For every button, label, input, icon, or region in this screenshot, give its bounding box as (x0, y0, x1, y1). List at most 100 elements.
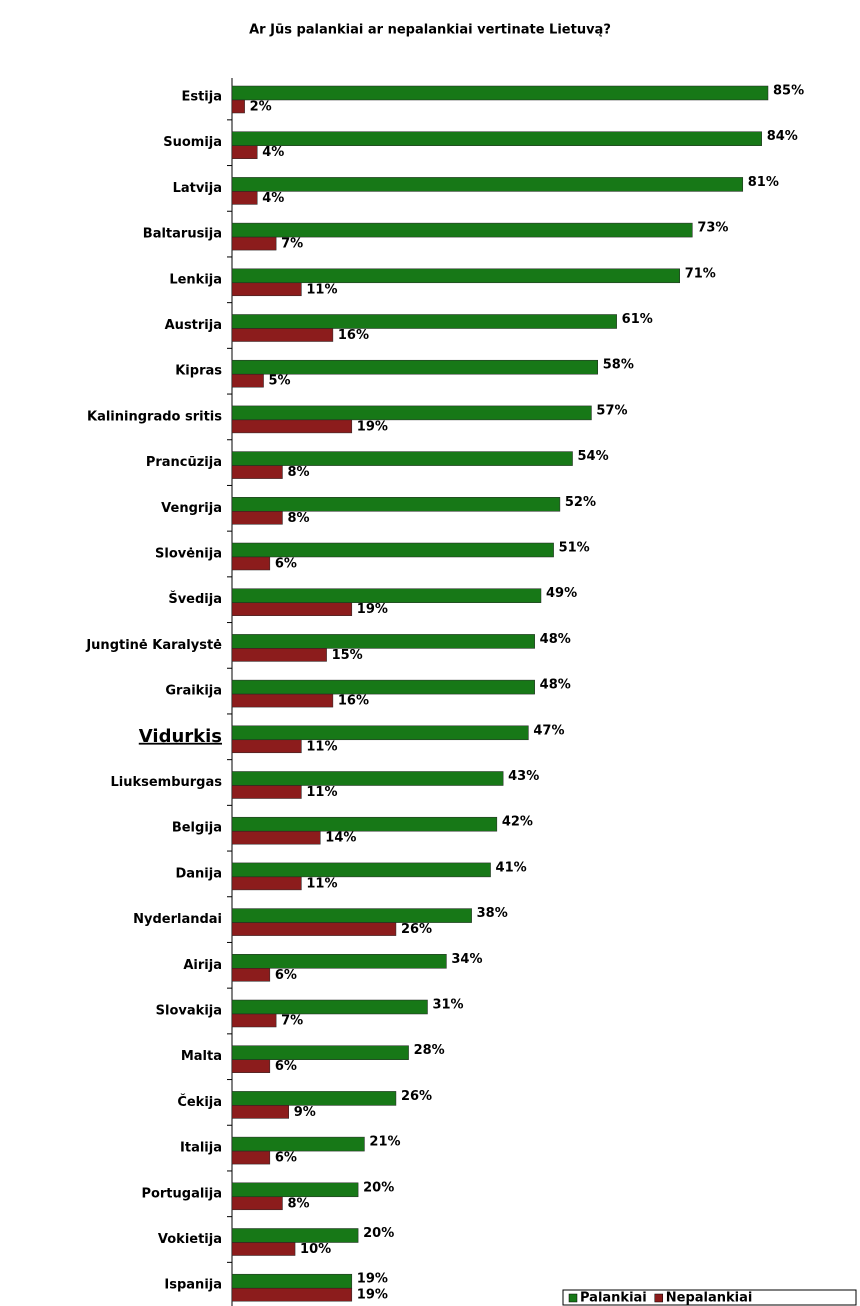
value-label: 6% (275, 1151, 297, 1166)
bar (231, 1105, 290, 1119)
value-label: 6% (275, 557, 297, 572)
bar (231, 1136, 365, 1152)
bar (231, 922, 397, 936)
bar (231, 268, 680, 284)
value-label: 43% (508, 769, 539, 784)
bar (231, 131, 762, 146)
chart-title: Ar Jūs palankiai ar nepalankiai vertinat… (249, 23, 611, 38)
value-label: 7% (281, 237, 303, 252)
bar (231, 771, 504, 786)
bar (231, 497, 561, 512)
bar (231, 693, 334, 708)
y-tick-label: Italija (180, 1141, 222, 1156)
bar (231, 1150, 271, 1165)
bar (231, 830, 321, 845)
value-label: 61% (622, 312, 653, 327)
value-label: 16% (338, 328, 369, 343)
bar (231, 556, 271, 571)
bar (231, 588, 542, 603)
value-label: 49% (546, 586, 577, 601)
bar (231, 236, 277, 251)
bar (231, 908, 472, 923)
bar (231, 1045, 409, 1060)
value-label: 6% (275, 968, 297, 983)
bar (231, 222, 693, 238)
y-tick-label: Slovėnija (155, 547, 222, 562)
value-label: 54% (578, 449, 609, 464)
value-label: 48% (540, 678, 571, 693)
bar (231, 1196, 283, 1211)
y-tick-label: Baltarusija (143, 227, 222, 242)
value-label: 8% (287, 465, 309, 480)
bar (231, 465, 283, 479)
value-label: 28% (414, 1043, 445, 1058)
bar (231, 816, 498, 832)
bar (231, 1287, 353, 1302)
value-label: 41% (496, 860, 527, 875)
bar (231, 602, 353, 616)
y-tick-label: Danija (175, 866, 222, 881)
bar (231, 99, 245, 114)
value-label: 8% (287, 511, 309, 526)
value-label: 71% (685, 266, 716, 281)
bar (231, 954, 447, 969)
value-label: 48% (540, 632, 571, 647)
value-label: 42% (502, 815, 533, 830)
bar (231, 359, 598, 375)
bar (231, 419, 353, 434)
value-label: 5% (269, 374, 291, 389)
bar (231, 1273, 353, 1289)
y-tick-label: Austrija (165, 318, 222, 333)
y-tick-label: Portugalija (141, 1186, 222, 1201)
value-label: 52% (565, 495, 596, 510)
bar (231, 785, 302, 799)
bar (231, 739, 302, 754)
y-tick-label: Liuksemburgas (110, 775, 222, 790)
value-label: 19% (357, 1288, 388, 1303)
value-label: 4% (262, 145, 284, 160)
value-label: 26% (401, 1089, 432, 1104)
legend-label: Palankiai (580, 1291, 647, 1306)
bar (231, 85, 769, 101)
value-label: 20% (363, 1226, 394, 1241)
bar (231, 679, 535, 695)
value-label: 34% (451, 952, 482, 967)
value-label: 85% (773, 84, 804, 99)
value-label: 11% (306, 876, 337, 891)
bar (231, 648, 327, 662)
bar (231, 145, 258, 159)
y-tick-label: Malta (181, 1049, 222, 1064)
bar (231, 1228, 359, 1243)
bar (231, 451, 573, 466)
value-label: 15% (332, 648, 363, 663)
y-tick-label: Slovakija (156, 1004, 222, 1019)
value-label: 26% (401, 922, 432, 937)
value-label: 19% (357, 1272, 388, 1287)
value-label: 84% (767, 129, 798, 144)
y-tick-label: Vidurkis (139, 726, 222, 747)
bar (231, 1182, 359, 1198)
value-label: 20% (363, 1180, 394, 1195)
bar (231, 177, 744, 192)
value-label: 11% (306, 785, 337, 800)
value-label: 57% (596, 403, 627, 418)
bar (231, 373, 264, 388)
value-label: 6% (275, 1059, 297, 1074)
value-label: 19% (357, 419, 388, 434)
bar (231, 1013, 277, 1028)
value-label: 16% (338, 694, 369, 709)
y-tick-label: Nyderlandai (133, 912, 222, 927)
y-tick-label: Suomija (163, 135, 222, 150)
bar (231, 968, 271, 982)
value-label: 11% (306, 282, 337, 297)
bar (231, 328, 334, 342)
bar (231, 282, 302, 297)
y-tick-label: Čekija (177, 1094, 222, 1110)
y-tick-label: Graikija (165, 684, 222, 699)
y-tick-label: Lenkija (169, 272, 222, 287)
y-tick-label: Estija (181, 90, 222, 105)
value-label: 21% (369, 1135, 400, 1150)
value-label: 8% (287, 1196, 309, 1211)
y-tick-label: Airija (183, 958, 222, 973)
